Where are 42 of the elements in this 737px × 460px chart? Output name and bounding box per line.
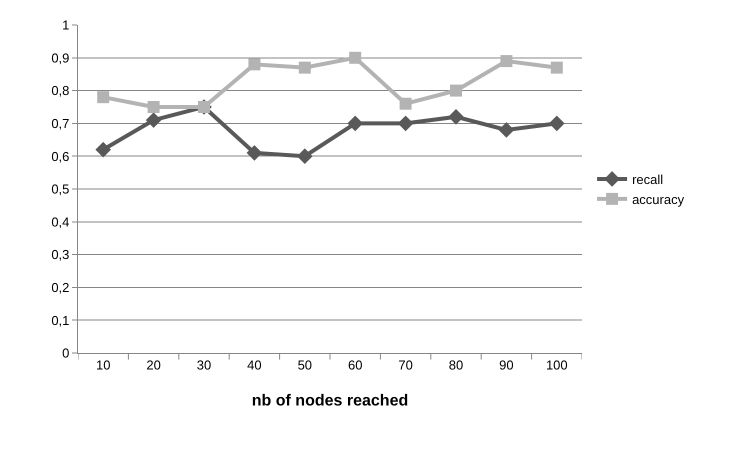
y-tick-label: 0,9 xyxy=(51,50,70,66)
x-tick-label: 70 xyxy=(398,358,413,373)
point xyxy=(398,116,414,132)
x-tick-label: 60 xyxy=(348,358,362,373)
y-tick-label: 0,5 xyxy=(51,182,70,197)
legend-label: recall xyxy=(632,172,664,188)
x-tick-label: 20 xyxy=(146,358,161,373)
x-tick-label: 100 xyxy=(546,358,568,373)
point xyxy=(448,109,464,125)
y-tick-label: 1 xyxy=(62,18,70,33)
point xyxy=(549,116,565,132)
point xyxy=(146,112,162,128)
point xyxy=(349,52,362,64)
y-tick-label: 0,2 xyxy=(51,280,70,295)
point xyxy=(97,91,110,104)
x-axis-title: nb of nodes reached xyxy=(252,392,408,410)
y-tick-label: 0,7 xyxy=(51,116,70,131)
point xyxy=(148,101,160,113)
y-tick-label: 0,6 xyxy=(51,148,70,164)
point xyxy=(498,122,514,138)
point xyxy=(298,62,311,74)
point xyxy=(297,148,313,164)
x-tick-label: 40 xyxy=(247,358,262,373)
point xyxy=(347,116,363,132)
point xyxy=(500,55,512,68)
legend-label: accuracy xyxy=(632,192,685,207)
y-tick-label: 0 xyxy=(62,346,70,361)
x-tick-label: 30 xyxy=(196,358,212,373)
x-tick-label: 10 xyxy=(96,358,110,373)
y-tick-label: 0,8 xyxy=(51,83,70,98)
y-tick-label: 0,1 xyxy=(51,312,70,328)
x-tick-label: 90 xyxy=(499,358,514,373)
point xyxy=(95,142,111,158)
point xyxy=(246,145,262,161)
y-tick-label: 0,4 xyxy=(51,214,70,230)
x-tick-label: 50 xyxy=(298,358,312,373)
point xyxy=(400,98,412,110)
point xyxy=(550,62,563,74)
y-tick-label: 0,3 xyxy=(51,247,70,262)
point xyxy=(248,58,260,70)
point xyxy=(450,84,462,97)
x-tick-label: 80 xyxy=(448,358,464,373)
